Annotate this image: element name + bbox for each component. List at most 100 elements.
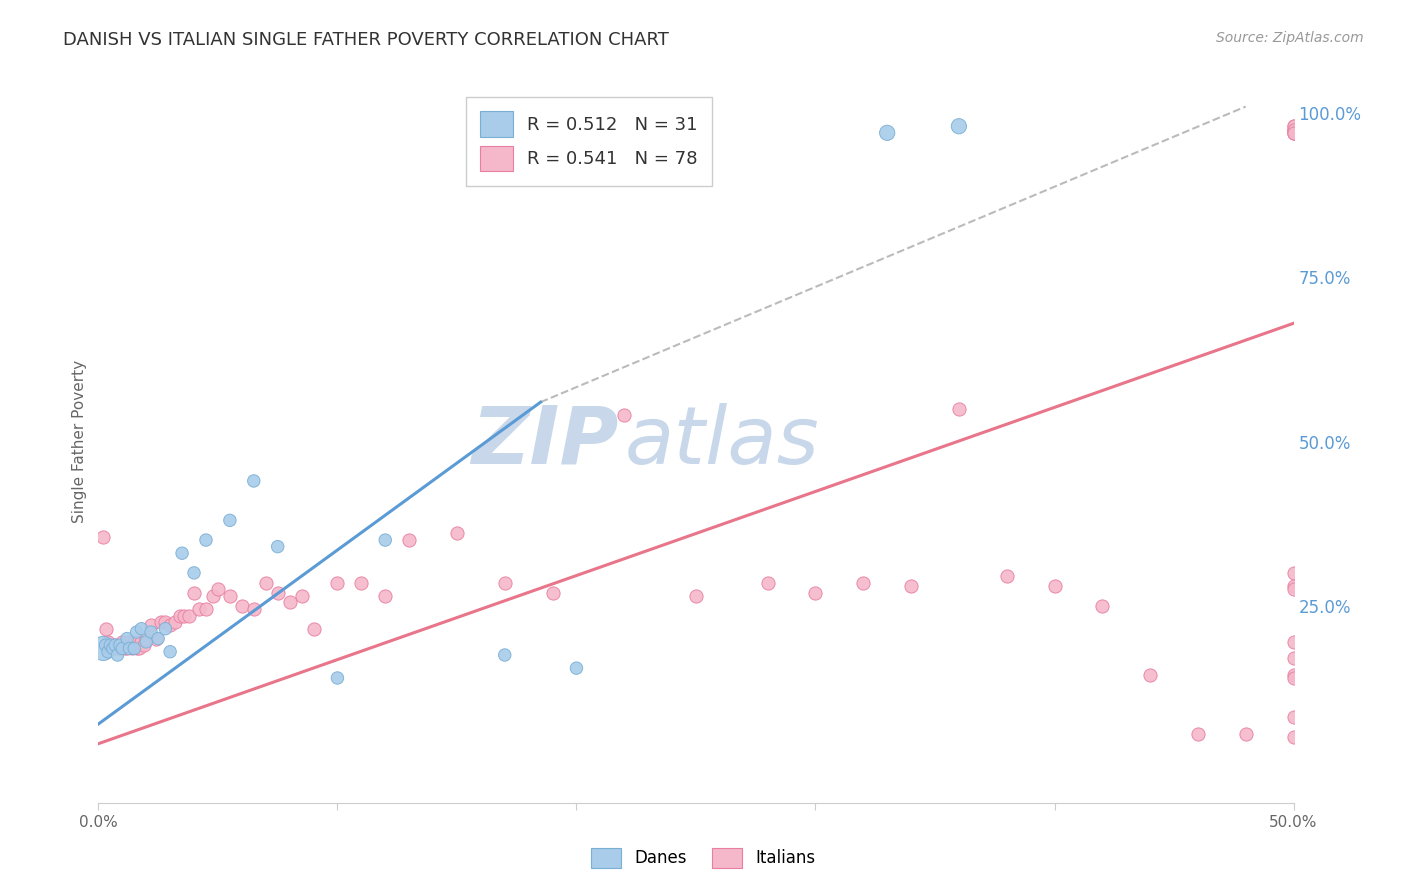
Point [1282, 566, 1305, 580]
Point [1282, 582, 1305, 597]
Point [374, 533, 396, 547]
Point [1091, 599, 1114, 613]
Point [135, 632, 157, 646]
Point [948, 401, 970, 416]
Point [91, 641, 114, 656]
Point [159, 645, 181, 659]
Point [107, 648, 129, 662]
Point [114, 641, 136, 656]
Point [169, 608, 191, 623]
Point [326, 575, 349, 590]
Point [494, 575, 516, 590]
Point [111, 641, 134, 656]
Point [148, 632, 170, 646]
Point [1282, 671, 1305, 685]
Text: ZIP: ZIP [471, 402, 619, 481]
Point [254, 575, 277, 590]
Point [267, 585, 290, 599]
Point [876, 126, 898, 140]
Point [302, 622, 325, 636]
Point [1282, 122, 1305, 136]
Point [139, 618, 162, 632]
Point [219, 589, 242, 603]
Point [187, 602, 209, 616]
Point [135, 635, 157, 649]
Point [756, 575, 779, 590]
Point [183, 566, 205, 580]
Legend: R = 0.512   N = 31, R = 0.541   N = 78: R = 0.512 N = 31, R = 0.541 N = 78 [465, 96, 713, 186]
Point [565, 661, 588, 675]
Point [1282, 667, 1305, 681]
Point [94, 638, 117, 652]
Point [179, 608, 201, 623]
Point [195, 533, 218, 547]
Point [124, 635, 146, 649]
Point [125, 625, 148, 640]
Point [97, 635, 120, 649]
Point [159, 618, 181, 632]
Point [326, 671, 349, 685]
Legend: Danes, Italians: Danes, Italians [583, 841, 823, 875]
Point [1187, 727, 1209, 741]
Point [163, 615, 186, 630]
Point [243, 602, 266, 616]
Point [494, 648, 516, 662]
Point [219, 513, 242, 527]
Point [1282, 120, 1305, 134]
Point [1282, 710, 1305, 724]
Point [111, 635, 134, 649]
Point [118, 641, 141, 656]
Point [149, 615, 172, 630]
Point [195, 602, 218, 616]
Point [131, 635, 153, 649]
Point [995, 569, 1018, 583]
Point [1282, 579, 1305, 593]
Point [155, 615, 177, 630]
Point [131, 622, 153, 636]
Point [104, 638, 127, 652]
Point [107, 641, 129, 656]
Point [101, 641, 124, 656]
Text: Source: ZipAtlas.com: Source: ZipAtlas.com [1216, 31, 1364, 45]
Point [1043, 579, 1066, 593]
Point [1282, 122, 1305, 136]
Point [541, 585, 564, 599]
Point [124, 641, 146, 656]
Point [115, 641, 138, 656]
Point [1282, 122, 1305, 136]
Point [173, 608, 195, 623]
Point [132, 638, 155, 652]
Point [374, 589, 396, 603]
Point [139, 625, 162, 640]
Point [145, 632, 167, 646]
Point [267, 540, 290, 554]
Point [172, 546, 194, 560]
Y-axis label: Single Father Poverty: Single Father Poverty [72, 360, 87, 523]
Point [398, 533, 420, 547]
Point [350, 575, 373, 590]
Point [1139, 667, 1161, 681]
Point [685, 589, 707, 603]
Point [108, 641, 131, 656]
Point [804, 585, 827, 599]
Point [852, 575, 875, 590]
Point [1282, 126, 1305, 140]
Point [291, 589, 314, 603]
Point [1282, 730, 1305, 744]
Point [1282, 651, 1305, 665]
Point [278, 595, 301, 609]
Point [183, 585, 205, 599]
Point [1282, 126, 1305, 140]
Point [101, 641, 124, 656]
Point [1282, 126, 1305, 140]
Text: atlas: atlas [624, 402, 820, 481]
Point [94, 622, 117, 636]
Point [207, 582, 229, 597]
Point [98, 638, 122, 652]
Point [948, 120, 970, 134]
Point [231, 599, 253, 613]
Point [115, 632, 138, 646]
Point [155, 622, 177, 636]
Point [1234, 727, 1257, 741]
Point [97, 645, 120, 659]
